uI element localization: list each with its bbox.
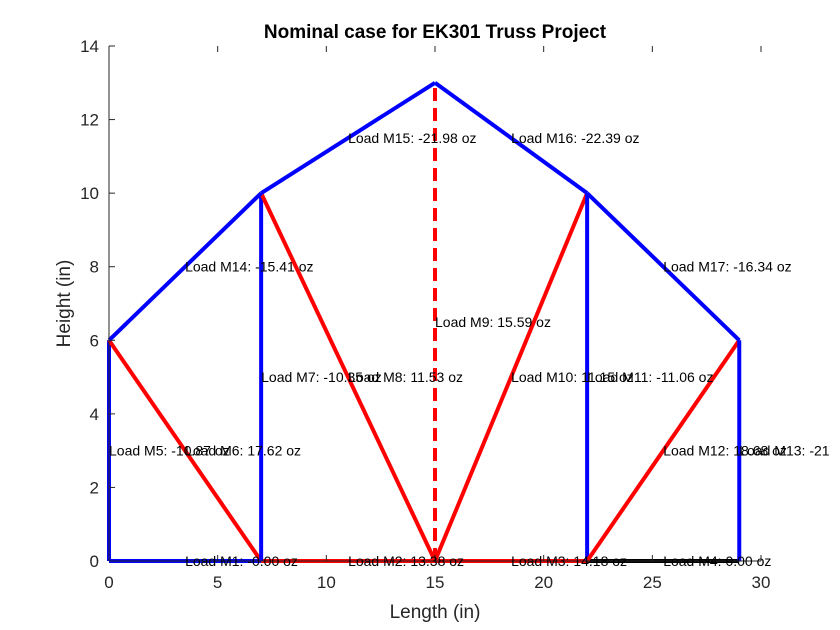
- y-tick-label: 6: [90, 331, 99, 350]
- member-8-line: [259, 192, 437, 562]
- member-15-load-label: Load M15: -21.98 oz: [348, 130, 476, 146]
- y-tick-label: 2: [90, 478, 99, 497]
- chart-title: Nominal case for EK301 Truss Project: [264, 22, 607, 43]
- member-14-line: [107, 191, 263, 342]
- member-8-load-label: Load M8: 11.53 oz: [348, 369, 463, 385]
- y-tick-label: 10: [80, 184, 99, 203]
- member-2-load-label: Load M2: 13.38 oz: [348, 553, 464, 569]
- member-3-load-label: Load M3: 14.18 oz: [511, 553, 627, 569]
- member-6-line: [107, 339, 263, 563]
- member-17-line: [585, 191, 741, 342]
- axis-ticks: 0 5 10 15 20 25 30 0 2 4 6 8 10 12 14: [80, 37, 770, 592]
- truss-members: [107, 81, 742, 563]
- x-tick-label: 10: [317, 573, 336, 592]
- x-tick-label: 25: [643, 573, 662, 592]
- member-12-load-label: Load M12: 18.68 oz: [663, 443, 787, 459]
- y-tick-label: 0: [90, 552, 99, 571]
- x-axis-label: Length (in): [390, 602, 481, 623]
- member-10-load-label: Load M10: 11.15 oz: [511, 369, 634, 385]
- member-9-load-label: Load M9: 15.59 oz: [435, 314, 551, 330]
- member-6-load-label: Load M6: 17.62 oz: [185, 443, 301, 459]
- y-tick-label: 14: [80, 37, 99, 56]
- member-7-load-label: Load M7: -10.35 oz: [261, 369, 382, 385]
- member-14-load-label: Load M14: -15.41 oz: [185, 259, 313, 275]
- x-tick-label: 0: [104, 573, 113, 592]
- x-tick-label: 20: [534, 573, 553, 592]
- y-tick-label: 12: [80, 111, 99, 130]
- member-13-load-label: Load M13: -21: [739, 443, 829, 459]
- x-tick-label: 5: [213, 573, 222, 592]
- x-tick-label: 15: [426, 573, 445, 592]
- member-load-labels: Load M1: -0.00 oz Load M2: 13.38 oz Load M…: [109, 130, 830, 569]
- member-4-load-label: Load M4: 0.00 oz: [663, 553, 771, 569]
- y-axis-label: Height (in): [54, 260, 75, 348]
- member-17-load-label: Load M17: -16.34 oz: [663, 259, 791, 275]
- member-10-line: [433, 192, 589, 562]
- member-16-line: [433, 81, 589, 195]
- member-11-load-label: Load M11: -11.06 oz: [587, 369, 713, 385]
- x-tick-label: 30: [752, 573, 771, 592]
- member-5-load-label: Load M5: -10.87 oz: [109, 443, 230, 459]
- member-1-load-label: Load M1: -0.00 oz: [185, 553, 298, 569]
- member-16-load-label: Load M16: -22.39 oz: [511, 130, 639, 146]
- member-15-line: [260, 81, 437, 195]
- member-12-line: [585, 339, 741, 563]
- y-tick-label: 8: [90, 258, 99, 277]
- y-tick-label: 4: [90, 405, 99, 424]
